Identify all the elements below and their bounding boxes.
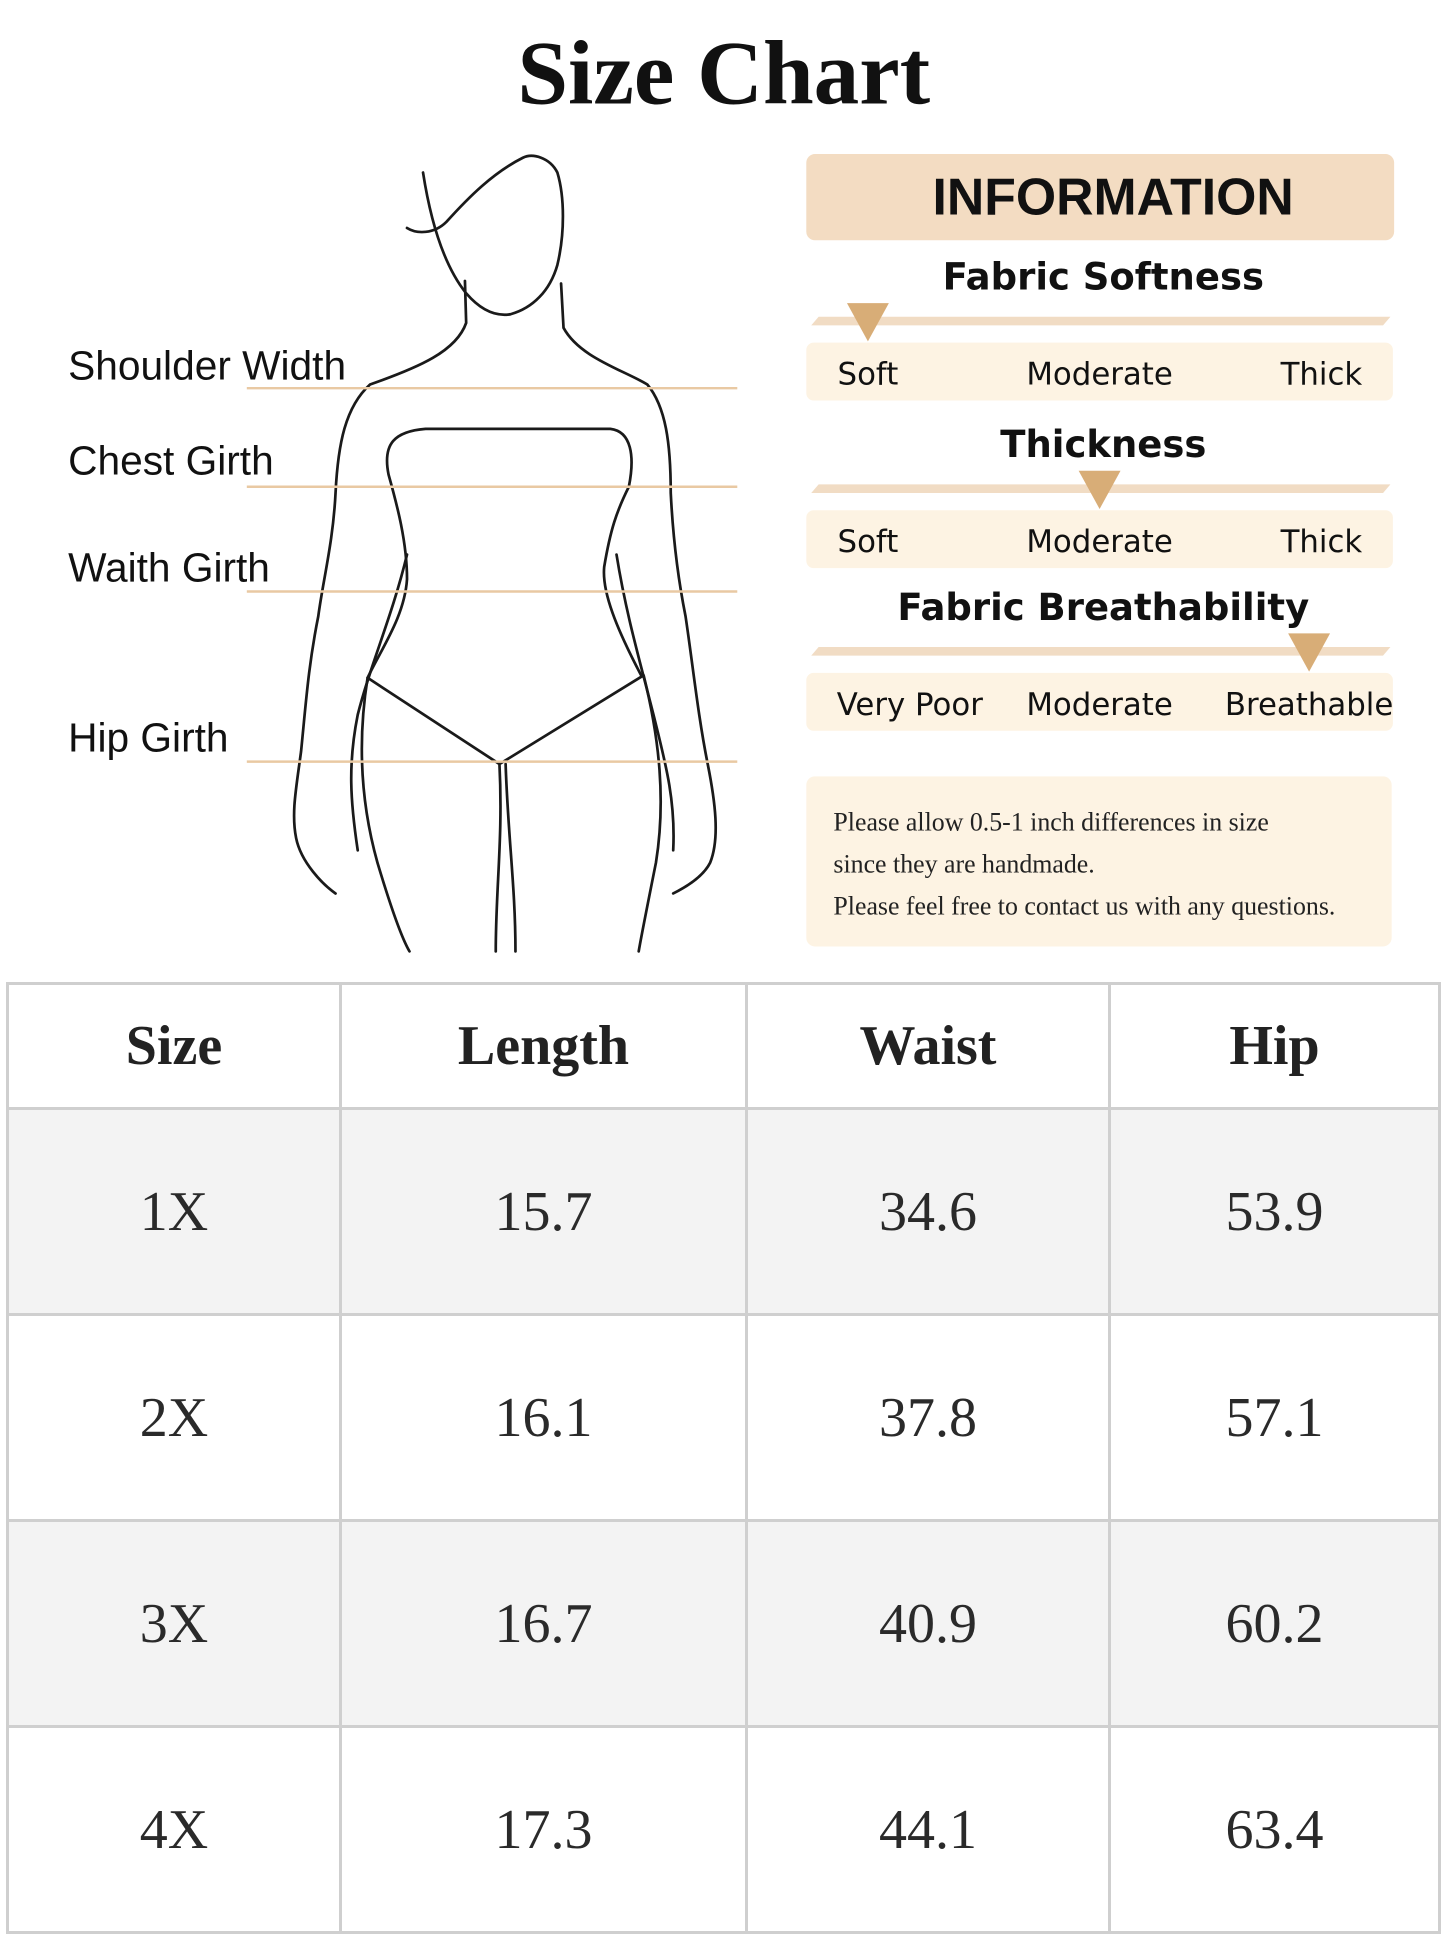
note-line-2: since they are handmade.: [833, 850, 1094, 879]
cell-waist: 40.9: [745, 1519, 1111, 1728]
cell-size: 2X: [6, 1313, 342, 1522]
table-row: 1X 15.7 34.6 53.9: [6, 1107, 1441, 1316]
header-size: Size: [6, 982, 342, 1110]
cell-size: 3X: [6, 1519, 342, 1728]
size-table: Size Length Waist Hip 1X 15.7 34.6 53.9 2X 16…: [6, 982, 1441, 1934]
label-chest-girth: Chest Girth: [68, 437, 274, 483]
scale-marker-icon: [1288, 633, 1331, 672]
scale-title: Fabric Breathability: [897, 586, 1309, 629]
body-figure-illustration: [292, 154, 718, 953]
bandeau: [366, 427, 643, 680]
scale-marker-icon: [846, 303, 889, 342]
scale-title: Thickness: [1000, 423, 1206, 466]
page-title: Size Chart: [517, 23, 930, 124]
header-length: Length: [339, 982, 748, 1110]
scale-options-box: [806, 510, 1393, 569]
information-header-box: [806, 154, 1395, 241]
cell-size: 1X: [6, 1107, 342, 1316]
information-panel: INFORMATION Fabric Softness Soft Moderate T…: [806, 154, 1395, 947]
head-outline: [405, 154, 565, 317]
scale-option: Breathable: [1225, 687, 1393, 723]
scale-options-box: [806, 342, 1393, 401]
cell-length: 15.7: [339, 1107, 748, 1316]
cell-waist: 34.6: [745, 1107, 1111, 1316]
cell-hip: 63.4: [1108, 1725, 1441, 1934]
legs: [360, 673, 663, 953]
label-waist-girth: Waith Girth: [68, 545, 270, 591]
header-waist: Waist: [745, 982, 1111, 1110]
scale-title: Fabric Softness: [943, 256, 1264, 299]
scale-option: Thick: [1280, 356, 1363, 392]
scale-option: Thick: [1280, 524, 1363, 560]
table-row: 3X 16.7 40.9 60.2: [6, 1519, 1441, 1728]
header-hip: Hip: [1108, 982, 1441, 1110]
scale-option: Moderate: [1026, 687, 1172, 723]
scale-option: Moderate: [1026, 356, 1172, 392]
cell-size: 4X: [6, 1725, 342, 1934]
table-header-row: Size Length Waist Hip: [6, 982, 1441, 1110]
inner-arms: [349, 553, 675, 852]
scale-option: Soft: [838, 356, 899, 392]
scale-marker-icon: [1078, 470, 1121, 509]
cell-length: 16.7: [339, 1519, 748, 1728]
size-chart-top: Size Chart Shoulder Width Chest Girth Wa…: [68, 23, 1395, 953]
measurement-labels: Shoulder Width Chest Girth Waith Girth H…: [68, 343, 738, 763]
table-row: 2X 16.1 37.8 57.1: [6, 1313, 1441, 1522]
cell-length: 16.1: [339, 1313, 748, 1522]
note-line-1: Please allow 0.5-1 inch differences in s…: [833, 808, 1268, 837]
scale-option: Soft: [838, 524, 899, 560]
cell-length: 17.3: [339, 1725, 748, 1934]
cell-waist: 44.1: [745, 1725, 1111, 1934]
scale-option: Very Poor: [837, 687, 983, 723]
scale-option: Moderate: [1026, 524, 1172, 560]
table-row: 4X 17.3 44.1 63.4: [6, 1725, 1441, 1934]
scale-bar: [811, 316, 1391, 326]
note-line-3: Please feel free to contact us with any …: [833, 891, 1335, 920]
cell-hip: 53.9: [1108, 1107, 1441, 1316]
cell-hip: 60.2: [1108, 1519, 1441, 1728]
cell-waist: 37.8: [745, 1313, 1111, 1522]
scale-options-box: [806, 672, 1393, 731]
label-shoulder-width: Shoulder Width: [68, 343, 346, 389]
scale-bar: [811, 646, 1391, 656]
neck-shoulders-arms: [292, 279, 718, 895]
note-box: [806, 776, 1392, 947]
cell-hip: 57.1: [1108, 1313, 1441, 1522]
information-header: INFORMATION: [933, 167, 1294, 225]
label-hip-girth: Hip Girth: [68, 715, 228, 761]
